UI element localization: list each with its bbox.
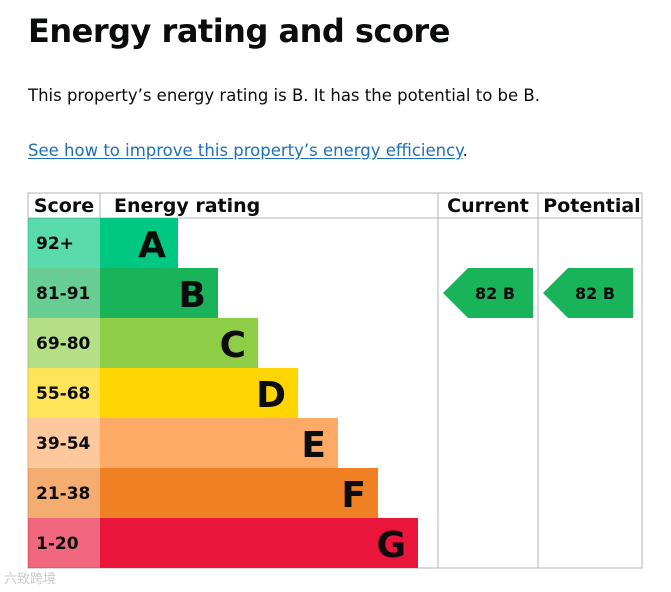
score-label-f: 21-38 bbox=[36, 484, 90, 504]
rating-bar-f bbox=[100, 468, 378, 518]
improve-paragraph: See how to improve this property’s energ… bbox=[28, 141, 468, 160]
score-cell-c bbox=[28, 318, 100, 368]
potential-rating-arrow bbox=[543, 268, 633, 318]
chart-headers: Score Energy rating Current Potential bbox=[34, 195, 641, 217]
rating-bar-e bbox=[100, 418, 338, 468]
rating-letter-a: A bbox=[138, 225, 166, 266]
score-cell-d bbox=[28, 368, 100, 418]
score-cell-g bbox=[28, 518, 100, 568]
rating-letter-c: C bbox=[220, 325, 246, 366]
score-cell-f bbox=[28, 468, 100, 518]
header-energy-rating: Energy rating bbox=[114, 195, 260, 217]
rating-bar-g bbox=[100, 518, 418, 568]
header-score: Score bbox=[34, 195, 94, 217]
score-cell-b bbox=[28, 268, 100, 318]
current-rating-arrow bbox=[443, 268, 533, 318]
score-label-b: 81-91 bbox=[36, 284, 90, 304]
improve-suffix: . bbox=[462, 141, 468, 160]
rating-letter-d: D bbox=[256, 375, 286, 416]
rating-bar-b bbox=[100, 268, 218, 318]
rating-summary: This property’s energy rating is B. It h… bbox=[28, 86, 540, 105]
rating-letter-g: G bbox=[376, 525, 406, 566]
score-cell-e bbox=[28, 418, 100, 468]
score-label-c: 69-80 bbox=[36, 334, 91, 354]
rating-arrows: 82 B 82 B bbox=[443, 268, 633, 318]
score-label-e: 39-54 bbox=[36, 434, 91, 454]
watermark: 六致跨境 bbox=[4, 572, 57, 587]
potential-rating-arrow-label: 82 B bbox=[575, 284, 615, 303]
header-current: Current bbox=[447, 195, 529, 217]
rating-bar-a bbox=[100, 218, 178, 268]
score-cell-a bbox=[28, 218, 100, 268]
chart-bands: 92+ A 81-91 B 69-80 C 55-68 D 39-54 E 21-38 F 1-20 G bbox=[28, 218, 418, 568]
rating-letter-b: B bbox=[179, 275, 206, 316]
current-rating-arrow-label: 82 B bbox=[475, 284, 515, 303]
score-label-d: 55-68 bbox=[36, 384, 90, 404]
score-label-a: 92+ bbox=[36, 234, 74, 254]
rating-letter-f: F bbox=[341, 475, 366, 516]
rating-letter-e: E bbox=[301, 425, 326, 466]
page-title: Energy rating and score bbox=[28, 12, 450, 50]
score-label-g: 1-20 bbox=[36, 534, 79, 554]
rating-bar-d bbox=[100, 368, 298, 418]
rating-bar-c bbox=[100, 318, 258, 368]
improve-efficiency-link[interactable]: See how to improve this property’s energ… bbox=[28, 141, 463, 160]
header-potential: Potential bbox=[543, 195, 640, 217]
